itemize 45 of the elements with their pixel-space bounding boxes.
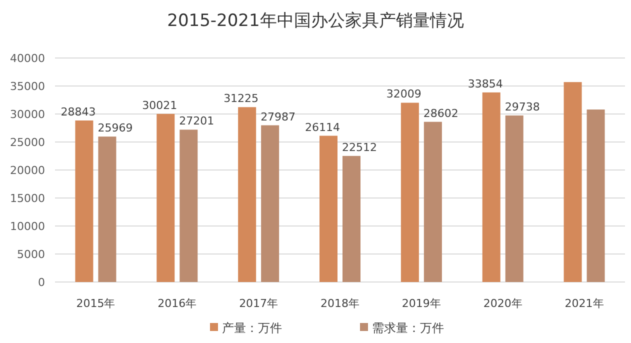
- data-label: 28602: [423, 106, 458, 120]
- x-tick-label: 2020年: [483, 297, 522, 310]
- y-tick-label: 35000: [10, 80, 45, 93]
- bar: [261, 125, 280, 282]
- bar: [400, 102, 419, 282]
- data-label: 25969: [98, 122, 133, 135]
- data-label: 32009: [386, 88, 422, 101]
- y-tick-label: 25000: [10, 136, 45, 149]
- y-tick-label: 40000: [10, 52, 45, 65]
- data-label: 30021: [142, 98, 178, 112]
- bar: [564, 82, 582, 282]
- chart-title: 2015-2021年中国办公家具产销量情况: [167, 11, 464, 31]
- bar: [320, 136, 338, 282]
- x-tick-label: 2017年: [239, 297, 278, 310]
- x-tick-label: 2021年: [564, 297, 604, 310]
- bar: [180, 130, 198, 282]
- data-label: 22512: [342, 140, 377, 154]
- legend-label: 需求量：万件: [372, 321, 444, 335]
- bar: [75, 120, 94, 282]
- data-label: 27987: [260, 110, 296, 124]
- bar: [424, 122, 442, 282]
- bar: [505, 115, 524, 282]
- data-label: 31225: [224, 92, 259, 106]
- data-label: 27201: [179, 114, 214, 128]
- y-tick-label: 10000: [10, 220, 45, 233]
- data-label: 29738: [504, 100, 540, 114]
- legend-label: 产量：万件: [222, 321, 282, 335]
- bar: [156, 114, 175, 282]
- bar: [482, 92, 500, 282]
- y-tick-label: 0: [38, 276, 45, 289]
- bar: [98, 136, 116, 282]
- x-tick-label: 2018年: [320, 297, 360, 310]
- y-tick-label: 15000: [10, 192, 45, 205]
- y-tick-label: 5000: [17, 248, 45, 261]
- x-tick-label: 2019年: [402, 297, 441, 310]
- x-tick-label: 2016年: [158, 297, 197, 310]
- data-label: 33854: [468, 77, 503, 90]
- bar: [586, 110, 605, 282]
- y-tick-label: 30000: [10, 108, 45, 121]
- data-label: 26114: [305, 120, 340, 134]
- x-tick-label: 2015年: [76, 297, 116, 310]
- bar: [342, 156, 360, 282]
- y-tick-label: 20000: [10, 164, 45, 177]
- bar: [238, 107, 256, 282]
- data-label: 28843: [60, 105, 96, 118]
